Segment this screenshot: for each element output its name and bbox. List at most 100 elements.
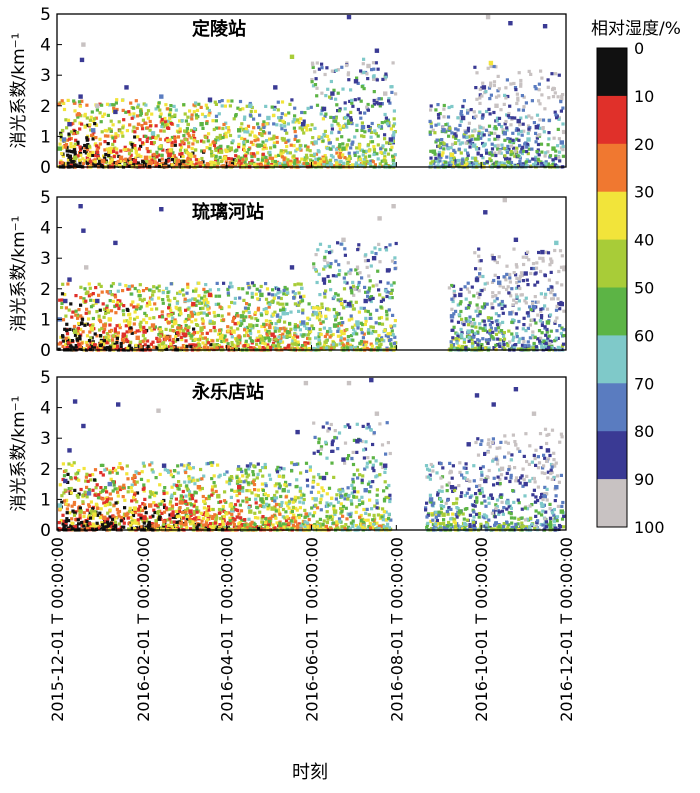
scatter-point [87, 317, 91, 321]
scatter-point [181, 140, 185, 144]
scatter-point [343, 497, 347, 501]
scatter-point [186, 157, 190, 161]
scatter-point [307, 317, 312, 321]
scatter-point [554, 113, 558, 117]
scatter-point [129, 326, 133, 330]
scatter-point [283, 320, 287, 324]
scatter-point [95, 346, 99, 350]
scatter-point [535, 136, 539, 140]
scatter-point [76, 141, 80, 145]
scatter-point [240, 122, 244, 126]
scatter-point [217, 328, 222, 332]
data-point [313, 311, 318, 316]
scatter-point [209, 164, 213, 168]
scatter-point [369, 159, 373, 163]
scatter-point [516, 347, 520, 351]
scatter-point [208, 288, 212, 292]
scatter-point [515, 137, 519, 141]
scatter-point [89, 128, 93, 132]
scatter-point [358, 111, 362, 115]
scatter-point [526, 142, 530, 146]
scatter-point [336, 334, 340, 338]
scatter-point [126, 287, 130, 291]
scatter-point [139, 328, 143, 332]
data-point [173, 320, 178, 325]
scatter-point [61, 339, 65, 343]
scatter-point [76, 316, 80, 320]
scatter-point [125, 319, 129, 323]
scatter-point [274, 293, 278, 297]
scatter-point [262, 324, 266, 328]
scatter-point [367, 329, 371, 333]
scatter-point [202, 345, 206, 349]
scatter-point [365, 159, 369, 164]
scatter-point [334, 292, 338, 296]
scatter-point [268, 150, 272, 154]
scatter-point [57, 347, 61, 351]
scatter-point [389, 148, 393, 152]
scatter-point [121, 516, 126, 520]
scatter-point [455, 164, 460, 168]
scatter-point [456, 128, 460, 132]
scatter-point [148, 128, 152, 132]
scatter-point [84, 151, 88, 155]
scatter-point [228, 330, 232, 334]
scatter-point [501, 347, 505, 351]
scatter-point [156, 134, 160, 138]
scatter-point [499, 161, 503, 165]
scatter-point [346, 261, 350, 265]
y-tick-label: 0 [40, 341, 51, 361]
scatter-point [320, 135, 324, 139]
scatter-point [65, 145, 69, 149]
scatter-point [204, 283, 208, 287]
scatter-point [477, 296, 481, 300]
scatter-point [157, 284, 161, 288]
data-point [508, 311, 513, 316]
scatter-point [385, 294, 389, 299]
scatter-point [340, 331, 345, 336]
scatter-point [325, 514, 329, 519]
scatter-point [279, 149, 283, 153]
scatter-point [286, 345, 290, 349]
scatter-point [334, 97, 338, 101]
data-point [321, 106, 327, 112]
scatter-point [351, 332, 355, 336]
scatter-point [539, 336, 543, 340]
scatter-point [329, 347, 333, 351]
scatter-point [366, 102, 370, 107]
scatter-point [202, 149, 206, 153]
scatter-point [71, 310, 75, 314]
scatter-point [230, 285, 234, 289]
scatter-point [391, 124, 395, 128]
scatter-point [353, 323, 357, 327]
scatter-point [127, 164, 131, 168]
scatter-point [174, 108, 178, 112]
scatter-point [366, 294, 370, 298]
scatter-point [449, 340, 453, 344]
scatter-point [146, 109, 151, 113]
scatter-point [213, 314, 217, 318]
scatter-point [522, 323, 526, 327]
scatter-point [296, 160, 300, 164]
scatter-point [533, 272, 537, 276]
data-point [100, 158, 106, 164]
scatter-point [276, 291, 280, 295]
scatter-point [153, 160, 157, 164]
data-point [483, 210, 488, 215]
scatter-point [243, 328, 247, 332]
scatter-point [128, 316, 132, 320]
scatter-point [61, 318, 66, 322]
scatter-point [455, 341, 459, 345]
scatter-point [521, 122, 525, 126]
scatter-point [213, 329, 217, 333]
scatter-point [142, 297, 146, 301]
scatter-point [264, 297, 269, 301]
scatter-point [110, 293, 114, 297]
scatter-point [477, 147, 481, 151]
scatter-point [342, 306, 346, 310]
scatter-point [524, 160, 528, 164]
scatter-point [481, 126, 485, 130]
scatter-point [265, 139, 269, 143]
scatter-point [460, 141, 464, 145]
scatter-point [117, 306, 121, 311]
